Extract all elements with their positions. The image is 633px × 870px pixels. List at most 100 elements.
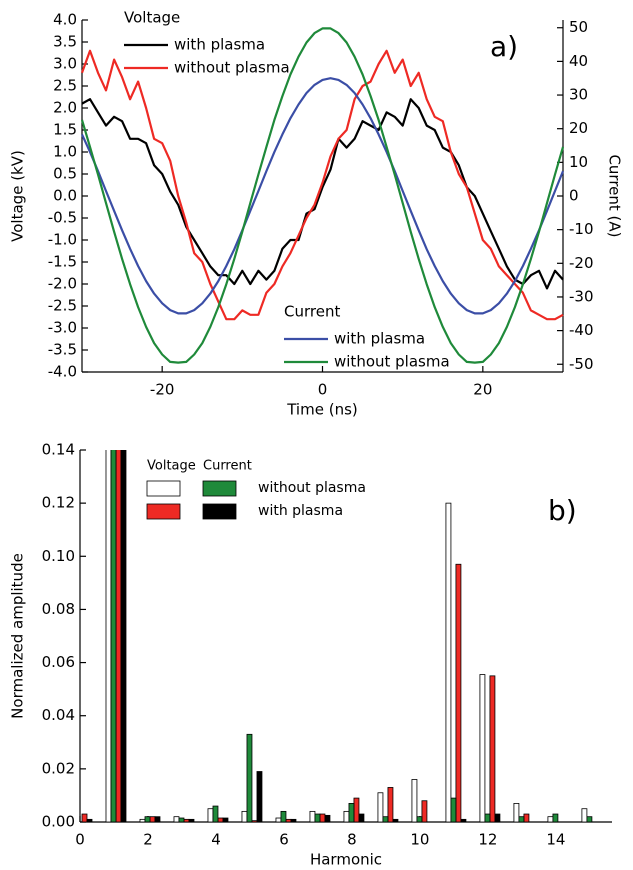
y-tick-label: 0.08: [42, 600, 75, 618]
bar: [285, 818, 292, 822]
y-tick-label: -2.5: [48, 297, 77, 315]
bar: [377, 792, 384, 822]
legend-title: Voltage: [124, 9, 180, 27]
legend-column: Current: [203, 459, 252, 474]
bar: [513, 803, 520, 822]
bar: [586, 816, 593, 822]
bar: [86, 818, 93, 822]
series-line: [80, 49, 564, 321]
legend-label: without plasma: [174, 59, 290, 77]
bar: [207, 808, 214, 822]
bar: [81, 813, 88, 822]
y-axis-label: Voltage (kV): [9, 150, 27, 242]
y2-tick-label: -50: [569, 355, 594, 373]
bar: [115, 450, 122, 822]
y-tick-label: 4.0: [53, 11, 77, 29]
bar: [309, 810, 316, 822]
bar: [110, 450, 117, 822]
y2-tick-label: -30: [569, 287, 594, 305]
bar: [251, 820, 258, 822]
bar: [392, 818, 399, 822]
bar: [358, 813, 365, 822]
bar: [353, 797, 360, 822]
bar: [460, 818, 467, 822]
y-tick-label: -1.5: [48, 253, 77, 271]
y2-tick-label: 20: [569, 119, 588, 137]
y-tick-label: 2.0: [53, 99, 77, 117]
legend-swatch: [146, 503, 181, 520]
y2-tick-label: 50: [569, 18, 588, 36]
bar: [139, 818, 146, 822]
bar: [324, 814, 331, 822]
series-line: [80, 77, 565, 315]
y2-tick-label: -20: [569, 254, 594, 272]
bar: [581, 808, 588, 822]
x-tick-label: 10: [410, 831, 429, 849]
legend-title: Current: [284, 303, 340, 321]
bar: [178, 817, 185, 822]
series-line: [80, 27, 565, 364]
bar: [518, 816, 525, 822]
y-tick-label: -3.0: [48, 319, 77, 337]
y-tick-label: 0.06: [42, 653, 75, 671]
legend-swatch: [202, 503, 237, 520]
y-tick-label: 3.0: [53, 55, 77, 73]
y-tick-label: 2.5: [53, 77, 77, 95]
bar: [523, 813, 530, 822]
y-tick-label: -4.0: [48, 363, 77, 381]
bar: [343, 810, 350, 822]
y-tick-label: 0.02: [42, 759, 75, 777]
y-tick-label: 0.0: [53, 187, 77, 205]
bar: [275, 817, 282, 822]
bar: [382, 816, 389, 822]
bar: [494, 813, 501, 822]
y2-axis-label: Current (A): [606, 154, 624, 237]
legend-swatch: [146, 480, 181, 497]
y2-tick-label: 30: [569, 86, 588, 104]
legend-label: without plasma: [258, 480, 366, 496]
legend-column: Voltage: [147, 459, 196, 474]
panel-label: a): [490, 30, 518, 63]
bar: [489, 675, 496, 822]
y-tick-label: 1.0: [53, 143, 77, 161]
y-tick-label: -1.0: [48, 231, 77, 249]
bar: [217, 817, 224, 822]
y2-tick-label: 10: [569, 153, 588, 171]
legend-label: with plasma: [174, 36, 265, 54]
y-axis-label: Normalized amplitude: [9, 553, 27, 719]
y-tick-label: -2.0: [48, 275, 77, 293]
y2-tick-label: 40: [569, 52, 588, 70]
bar: [450, 797, 457, 822]
bar: [149, 816, 156, 822]
legend-label: with plasma: [258, 503, 343, 519]
legend-swatch: [202, 480, 237, 497]
bar: [241, 810, 248, 822]
series-line: [81, 98, 564, 290]
y-tick-label: 0.14: [42, 441, 75, 459]
bar: [484, 813, 491, 822]
x-tick-label: 12: [478, 831, 497, 849]
bar: [222, 817, 229, 822]
bar: [421, 800, 428, 822]
y-tick-label: 3.5: [53, 33, 77, 51]
bar: [212, 805, 219, 822]
y-tick-label: 0.00: [42, 813, 75, 831]
bar: [144, 816, 151, 822]
bar: [319, 813, 326, 822]
panel-label: b): [548, 494, 577, 527]
y-tick-label: 0.5: [53, 165, 77, 183]
legend-label: with plasma: [334, 330, 425, 348]
bar: [411, 779, 418, 822]
bar: [479, 674, 486, 822]
x-axis-label: Harmonic: [310, 851, 382, 869]
y-tick-label: 0.10: [42, 547, 75, 565]
bar: [547, 816, 554, 822]
x-tick-label: 14: [546, 831, 565, 849]
bar: [445, 502, 452, 822]
bar: [416, 816, 423, 822]
x-axis-label: Time (ns): [286, 401, 358, 419]
legend-label: without plasma: [334, 353, 450, 371]
bar: [314, 813, 321, 822]
x-tick-label: 6: [279, 831, 289, 849]
y-tick-label: -3.5: [48, 341, 77, 359]
